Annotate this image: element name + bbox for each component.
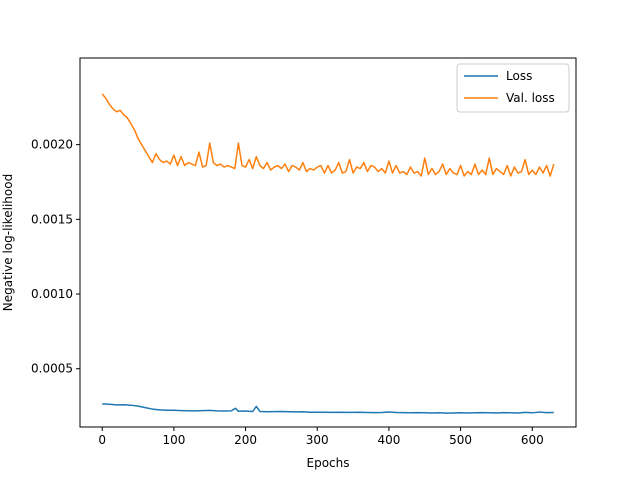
x-axis-title: Epochs <box>307 456 350 470</box>
series-layer <box>101 93 555 414</box>
y-axis: 0.0005 0.0010 0.0015 0.0020 <box>31 138 80 376</box>
y-tick-label: 0.0005 <box>31 362 73 376</box>
x-tick-label: 100 <box>162 433 185 447</box>
x-axis: 0 100 200 300 400 500 600 <box>98 427 544 447</box>
legend-label-val-loss: Val. loss <box>506 91 555 105</box>
y-tick-label: 0.0010 <box>31 287 73 301</box>
x-tick-label: 0 <box>98 433 106 447</box>
series-line-loss <box>102 403 554 414</box>
x-tick-label: 600 <box>521 433 544 447</box>
x-tick-label: 200 <box>234 433 257 447</box>
x-tick-label: 300 <box>306 433 329 447</box>
legend-label-loss: Loss <box>506 69 532 83</box>
legend: Loss Val. loss <box>456 63 570 113</box>
y-tick-label: 0.0015 <box>31 212 73 226</box>
y-axis-title: Negative log-likelihood <box>1 174 15 311</box>
series-line-val-loss <box>101 93 555 177</box>
y-tick-label: 0.0020 <box>31 138 73 152</box>
plot-frame <box>79 57 577 428</box>
x-tick-label: 500 <box>449 433 472 447</box>
x-tick-label: 400 <box>377 433 400 447</box>
